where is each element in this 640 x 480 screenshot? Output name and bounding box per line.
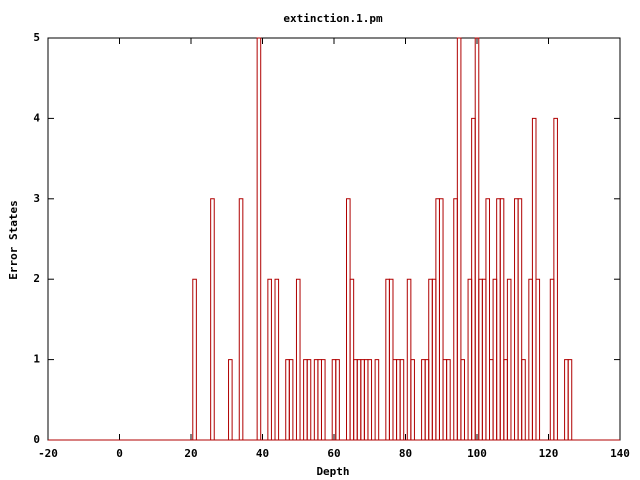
step-bar bbox=[317, 359, 322, 440]
step-bar bbox=[492, 278, 498, 440]
step-bar bbox=[274, 278, 280, 440]
step-bar bbox=[410, 359, 415, 440]
step-bar bbox=[521, 359, 526, 440]
chart-title: extinction.1.pm bbox=[283, 12, 383, 25]
step-bar bbox=[478, 278, 483, 440]
step-bar bbox=[438, 198, 444, 440]
step-bar bbox=[360, 359, 365, 440]
step-bar bbox=[349, 278, 355, 440]
step-bar bbox=[435, 198, 440, 440]
y-tick-label: 5 bbox=[33, 31, 40, 44]
step-bar bbox=[567, 359, 573, 440]
step-bar bbox=[421, 359, 426, 440]
step-bar bbox=[517, 198, 523, 440]
step-bar bbox=[228, 359, 233, 440]
step-bar bbox=[363, 359, 369, 440]
step-bar bbox=[385, 278, 390, 440]
step-bar bbox=[503, 359, 508, 440]
step-bar bbox=[320, 359, 326, 440]
step-bar bbox=[496, 198, 501, 440]
step-bar bbox=[471, 117, 476, 440]
step-bar bbox=[564, 359, 569, 440]
step-bar bbox=[446, 359, 451, 440]
step-bar bbox=[460, 359, 465, 440]
step-bar bbox=[528, 278, 533, 440]
step-bar bbox=[335, 359, 340, 440]
x-tick-label: 100 bbox=[467, 447, 487, 460]
step-bar bbox=[535, 278, 541, 440]
y-tick-label: 4 bbox=[33, 111, 40, 124]
x-tick-label: 60 bbox=[327, 447, 340, 460]
x-tick-label: 20 bbox=[184, 447, 197, 460]
step-bar bbox=[306, 359, 312, 440]
step-bar bbox=[356, 359, 362, 440]
x-tick-label: -20 bbox=[38, 447, 58, 460]
step-bar bbox=[549, 278, 555, 440]
step-bar bbox=[256, 37, 262, 440]
x-tick-label: 40 bbox=[256, 447, 269, 460]
step-bar bbox=[392, 359, 398, 440]
step-bar bbox=[367, 359, 373, 440]
step-bar bbox=[396, 359, 401, 440]
step-bar bbox=[531, 117, 537, 440]
step-bar bbox=[553, 117, 558, 440]
step-bar bbox=[331, 359, 337, 440]
step-bar bbox=[499, 198, 505, 440]
y-tick-label: 3 bbox=[33, 192, 40, 205]
step-bar bbox=[428, 278, 433, 440]
x-tick-label: 80 bbox=[399, 447, 412, 460]
y-tick-label: 1 bbox=[33, 353, 40, 366]
step-bar bbox=[313, 359, 319, 440]
step-bar bbox=[506, 278, 512, 440]
x-tick-label: 120 bbox=[539, 447, 559, 460]
step-bar bbox=[406, 278, 412, 440]
step-bar bbox=[399, 359, 405, 440]
y-axis-label: Error States bbox=[7, 200, 20, 279]
plot-border bbox=[47, 37, 621, 441]
step-bar bbox=[288, 359, 294, 440]
step-bar bbox=[346, 198, 351, 440]
step-bar bbox=[374, 359, 380, 440]
x-tick-label: 0 bbox=[116, 447, 123, 460]
step-bar bbox=[192, 278, 197, 440]
step-bar bbox=[481, 278, 487, 440]
step-bar bbox=[467, 278, 473, 440]
step-bar bbox=[514, 198, 519, 440]
step-bar bbox=[431, 278, 437, 440]
step-bar bbox=[388, 278, 394, 440]
step-bar bbox=[295, 278, 301, 440]
y-tick-label: 2 bbox=[33, 272, 40, 285]
step-bar bbox=[353, 359, 358, 440]
y-tick-label: 0 bbox=[33, 433, 40, 446]
x-axis-label: Depth bbox=[316, 465, 349, 478]
step-bar bbox=[442, 359, 448, 440]
step-bar bbox=[210, 198, 215, 440]
step-bar bbox=[474, 37, 480, 440]
step-bar bbox=[485, 198, 491, 440]
step-bar bbox=[303, 359, 308, 440]
step-bar bbox=[453, 198, 458, 440]
step-bar bbox=[489, 359, 494, 440]
x-tick-label: 140 bbox=[610, 447, 630, 460]
step-bar bbox=[456, 37, 462, 440]
step-bar bbox=[285, 359, 290, 440]
step-bar bbox=[267, 278, 272, 440]
step-bar bbox=[424, 359, 430, 440]
step-bar bbox=[238, 198, 244, 440]
